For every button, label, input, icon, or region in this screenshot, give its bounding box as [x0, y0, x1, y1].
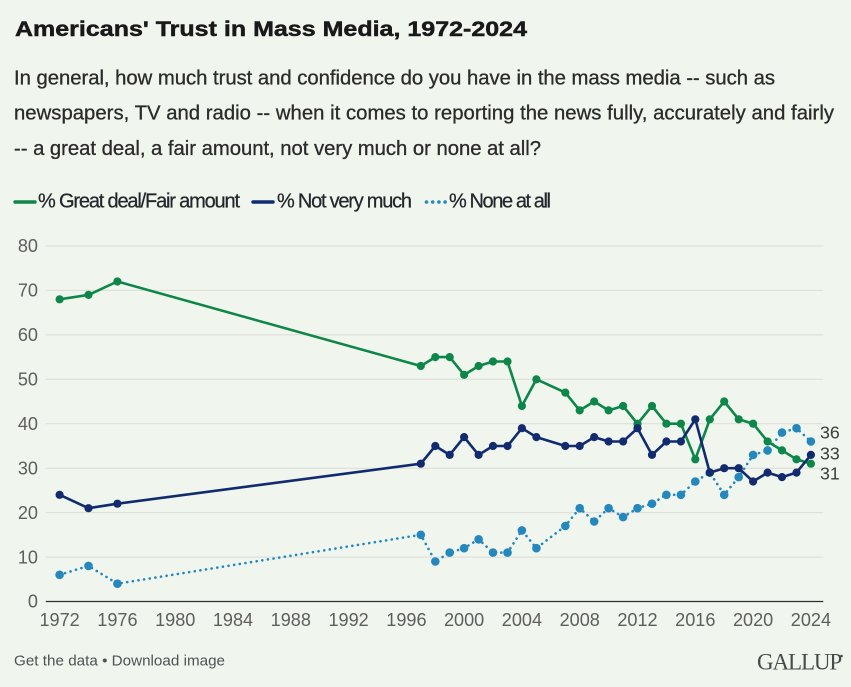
svg-text:1980: 1980 — [155, 610, 195, 630]
svg-text:30: 30 — [18, 458, 38, 478]
svg-text:31: 31 — [820, 463, 840, 483]
svg-text:newspapers, TV and radio -- wh: newspapers, TV and radio -- when it come… — [14, 103, 835, 125]
svg-text:2016: 2016 — [675, 610, 715, 630]
svg-text:2020: 2020 — [733, 610, 773, 630]
svg-text:In general, how much trust and: In general, how much trust and confidenc… — [14, 68, 775, 90]
svg-text:36: 36 — [820, 422, 840, 442]
svg-text:GALLUP: GALLUP — [757, 650, 841, 675]
svg-text:-- a great deal, a fair amount: -- a great deal, a fair amount, not very… — [14, 138, 541, 160]
svg-text:1976: 1976 — [97, 610, 137, 630]
svg-text:80: 80 — [18, 236, 38, 256]
svg-text:1988: 1988 — [271, 610, 311, 630]
svg-text:Get the data • Download image: Get the data • Download image — [14, 653, 225, 670]
svg-text:% Great deal/Fair amount: % Great deal/Fair amount — [38, 190, 240, 212]
svg-text:2008: 2008 — [560, 610, 600, 630]
svg-text:2000: 2000 — [444, 610, 484, 630]
svg-text:1996: 1996 — [386, 610, 426, 630]
svg-text:40: 40 — [18, 414, 38, 434]
svg-text:60: 60 — [18, 325, 38, 345]
svg-text:0: 0 — [28, 592, 38, 612]
svg-text:1984: 1984 — [213, 610, 253, 630]
svg-text:2012: 2012 — [617, 610, 657, 630]
svg-text:70: 70 — [18, 281, 38, 301]
svg-text:50: 50 — [18, 370, 38, 390]
svg-text:2024: 2024 — [791, 610, 831, 630]
svg-text:33: 33 — [820, 444, 840, 464]
svg-text:10: 10 — [18, 547, 38, 567]
svg-text:1972: 1972 — [39, 610, 79, 630]
svg-text:Americans' Trust in Mass Media: Americans' Trust in Mass Media, 1972-202… — [15, 17, 527, 41]
svg-text:2004: 2004 — [502, 610, 542, 630]
svg-text:1992: 1992 — [328, 610, 368, 630]
svg-text:% None at all: % None at all — [449, 190, 551, 212]
svg-text:20: 20 — [18, 503, 38, 523]
svg-text:% Not very much: % Not very much — [277, 190, 412, 212]
